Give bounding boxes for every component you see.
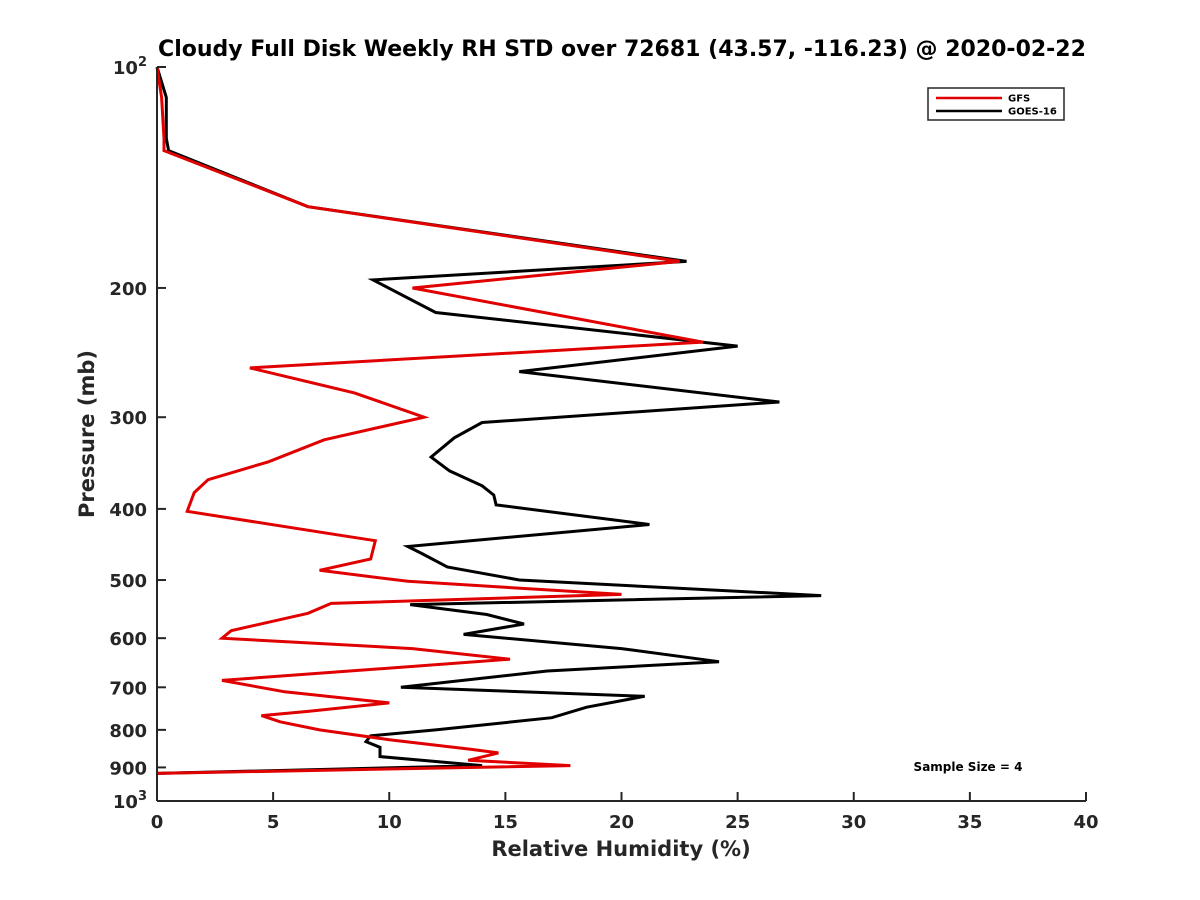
legend-label-gfs: GFS xyxy=(1008,94,1030,105)
x-tick-label: 0 xyxy=(151,812,164,833)
x-tick-label: 35 xyxy=(957,812,982,833)
series-line-goes-16 xyxy=(155,66,822,775)
sample-size-annotation: Sample Size = 4 xyxy=(914,760,1023,774)
chart-title: Cloudy Full Disk Weekly RH STD over 7268… xyxy=(158,37,1086,62)
ticks-layer: 0 5 10 15 20 25 30 35 40 102 200 300 400 500 600 700 800… xyxy=(109,55,1098,833)
series-line-gfs xyxy=(155,66,704,775)
y-tick-label: 800 xyxy=(109,721,147,742)
y-axis-label: Pressure (mb) xyxy=(75,350,99,518)
y-tick-label: 700 xyxy=(109,678,147,699)
y-tick-label: 600 xyxy=(109,629,147,650)
x-tick-label: 15 xyxy=(493,812,518,833)
x-tick-label: 30 xyxy=(841,812,866,833)
x-axis-label: Relative Humidity (%) xyxy=(491,837,750,861)
legend-box xyxy=(927,87,1065,121)
x-tick-label: 25 xyxy=(725,812,750,833)
y-tick-label: 200 xyxy=(109,279,147,300)
x-tick-label: 20 xyxy=(609,812,634,833)
y-tick-label: 500 xyxy=(109,571,147,592)
series-layer xyxy=(155,66,822,775)
legend-label-goes-16: GOES-16 xyxy=(1008,107,1057,118)
y-tick-label: 400 xyxy=(109,500,147,521)
y-tick-label: 102 xyxy=(113,55,147,79)
x-tick-label: 40 xyxy=(1073,812,1098,833)
y-tick-label: 300 xyxy=(109,408,147,429)
x-tick-label: 5 xyxy=(267,812,280,833)
y-tick-label: 900 xyxy=(109,758,147,779)
legend: GFS GOES-16 xyxy=(927,87,1065,121)
y-tick-label: 103 xyxy=(113,789,147,813)
x-tick-label: 10 xyxy=(377,812,402,833)
